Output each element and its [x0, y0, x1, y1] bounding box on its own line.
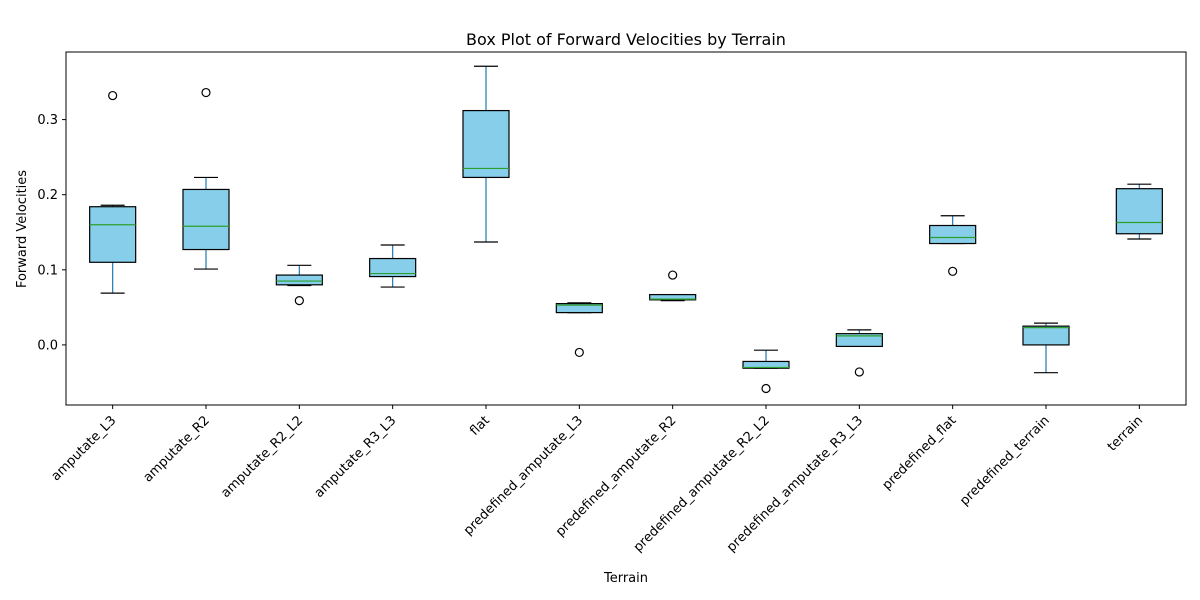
outlier-point	[108, 90, 118, 101]
box	[649, 293, 697, 301]
outlier-point	[761, 383, 771, 394]
box	[1022, 325, 1070, 346]
outlier-point	[948, 266, 958, 276]
y-tick-label: 0.1	[37, 263, 58, 278]
box	[742, 360, 790, 369]
y-axis-label: Forward Velocities	[15, 170, 30, 288]
y-tick-label: 0.2	[37, 188, 58, 203]
box	[555, 303, 603, 314]
x-tick-label: amputate_R2	[141, 413, 213, 485]
chart-title: Box Plot of Forward Velocities by Terrai…	[466, 30, 786, 49]
x-tick-label: predefined_flat	[880, 413, 960, 493]
box	[89, 206, 137, 263]
outlier-point	[668, 270, 678, 280]
outlier-point	[574, 347, 584, 358]
outlier-point	[201, 87, 211, 98]
x-tick-label: terrain	[1105, 413, 1146, 454]
box	[1115, 188, 1163, 235]
outlier-point	[294, 296, 304, 306]
x-tick-label: amputate_R3_L3	[312, 413, 400, 501]
x-tick-label: predefined_terrain	[957, 413, 1053, 509]
x-tick-label: amputate_R2_L2	[218, 413, 306, 501]
box	[929, 224, 977, 245]
box	[182, 188, 230, 251]
box	[369, 257, 417, 278]
box	[835, 333, 883, 348]
y-tick-label: 0.3	[37, 113, 58, 128]
x-axis-label: Terrain	[603, 571, 648, 586]
plot-frame	[65, 51, 1187, 406]
x-tick-label: flat	[467, 413, 493, 439]
x-tick-label: amputate_L3	[49, 413, 120, 484]
y-tick-label: 0.0	[37, 338, 58, 353]
outlier-point	[854, 367, 864, 377]
box	[462, 109, 510, 179]
box	[275, 274, 323, 286]
